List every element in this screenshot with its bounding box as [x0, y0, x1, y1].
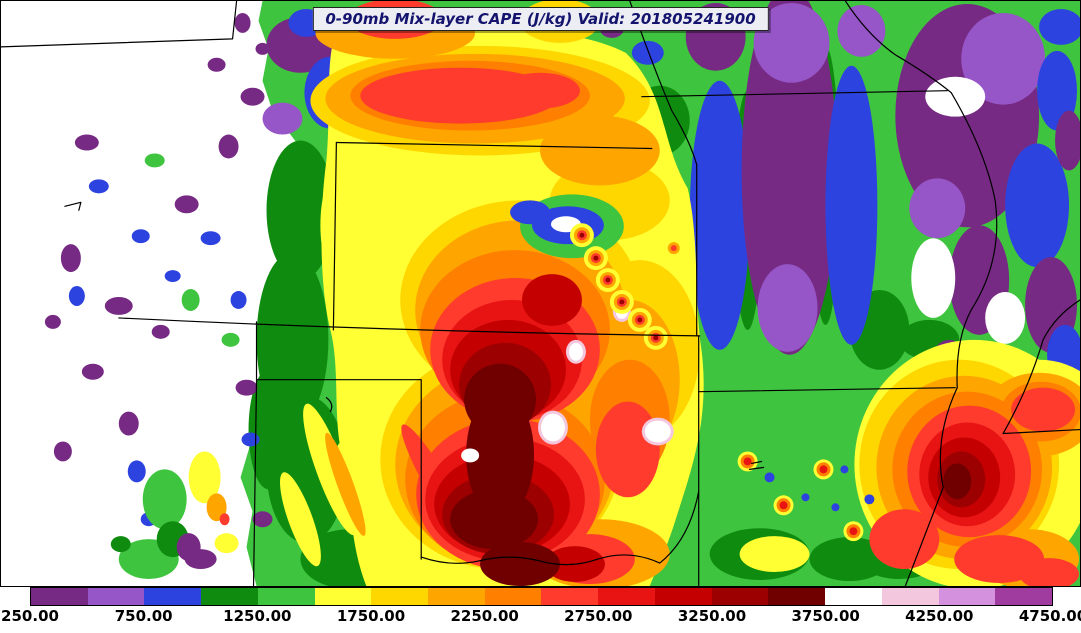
colorbar-segment — [711, 588, 769, 605]
west-speckles — [44, 12, 273, 580]
colorbar-tick-label: 2750.00 — [564, 607, 633, 625]
colorbar-segment — [371, 588, 429, 605]
cape-map — [1, 1, 1080, 586]
colorbar-tick-label: 250.00 — [1, 607, 59, 625]
state-borders — [1, 1, 1080, 586]
east-oklahoma-cells — [737, 451, 875, 542]
colorbar-tick-label: 2250.00 — [450, 607, 519, 625]
colorbar-segment — [257, 588, 315, 605]
colorbar — [30, 587, 1053, 606]
colorbar-tick-label: 4750.00 — [1018, 607, 1081, 625]
colorbar-segment — [428, 588, 485, 605]
colorbar-segment — [31, 588, 88, 605]
kansas-cell-line — [569, 223, 684, 350]
map-title: 0-90mb Mix-layer CAPE (J/kg) Valid: 2018… — [312, 7, 769, 31]
colorbar-segment — [995, 588, 1052, 605]
colorbar-tick-label: 1750.00 — [336, 607, 406, 625]
colorbar-ticks: 250.00 750.00 1250.00 1750.00 2250.00 2750.00… — [1, 607, 1081, 631]
colorbar-segment — [201, 588, 258, 605]
colorbar-tick-label: 3750.00 — [791, 607, 860, 625]
colorbar-tick-label: 1250.00 — [223, 607, 292, 625]
colorbar-segment — [654, 588, 712, 605]
colorbar-segment — [484, 588, 542, 605]
colorbar-tick-label: 4250.00 — [905, 607, 974, 625]
colorbar-segment — [144, 588, 202, 605]
colorbar-tick-label: 3250.00 — [677, 607, 747, 625]
colorbar-segment — [825, 588, 882, 605]
colorbar-segment — [938, 588, 996, 605]
colorbar-segment — [598, 588, 655, 605]
colorbar-segment — [768, 588, 826, 605]
colorbar-segment — [87, 588, 145, 605]
colorbar-segment — [541, 588, 599, 605]
colorbar-segment — [314, 588, 372, 605]
colorbar-segment — [881, 588, 939, 605]
map-frame — [0, 0, 1081, 587]
colorbar-tick-label: 750.00 — [114, 607, 173, 625]
